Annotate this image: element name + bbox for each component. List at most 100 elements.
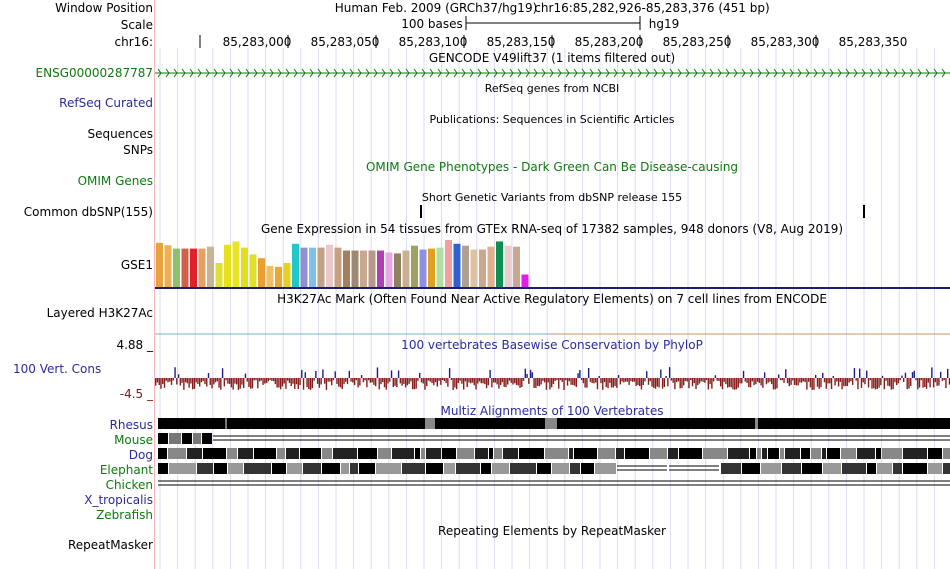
species-label-mouse[interactable]: Mouse	[114, 433, 153, 447]
alignment-block	[333, 448, 357, 459]
phylop-score-bar	[699, 378, 700, 384]
phylop-score-bar	[907, 378, 908, 389]
phylop-score-bar	[655, 378, 656, 389]
phylop-score-bar	[188, 378, 189, 388]
dbsnp-track-label[interactable]: Common dbSNP(155)	[24, 205, 153, 219]
h3k27ac-track-label[interactable]: Layered H3K27Ac	[47, 306, 153, 320]
phylop-score-bar	[657, 378, 658, 387]
phylop-score-bar	[217, 378, 218, 381]
phylop-score-bar	[850, 378, 851, 381]
alignment-block	[785, 448, 800, 459]
phylop-score-bar	[361, 375, 362, 378]
alignment-block	[193, 433, 201, 444]
alignment-block	[227, 448, 237, 459]
dbsnp-features[interactable]	[155, 205, 950, 219]
phylop-score-bar	[834, 378, 835, 385]
phylop-score-bar	[269, 378, 270, 380]
alignment-block	[300, 448, 321, 459]
phylop-score-bar	[500, 378, 501, 385]
phylop-score-bar	[426, 378, 427, 386]
alignment-block	[574, 448, 597, 459]
ruler-tick-label: 85,283,350	[839, 35, 908, 49]
phylop-score-bar	[775, 378, 776, 389]
phylop-score-bar	[516, 378, 517, 385]
phylop-score-bar	[792, 378, 793, 380]
phylop-score-bar	[312, 378, 313, 388]
alignment-block	[168, 448, 186, 459]
phylop-score-bar	[704, 378, 705, 383]
alignment-block	[569, 448, 573, 459]
phylop-score-bar	[166, 378, 167, 381]
species-label-elephant[interactable]: Elephant	[100, 463, 153, 477]
phylop-score-bar	[729, 378, 730, 387]
phylop-score-bar	[868, 378, 869, 388]
phylop-score-bar	[542, 378, 543, 381]
genome-browser-image[interactable]: Window Position Scale chr16: Human Feb. …	[0, 0, 950, 569]
omim-track-label[interactable]: OMIM Genes	[78, 174, 153, 188]
gencode-gene-label[interactable]: ENSG00000287787	[36, 66, 153, 80]
phylop-score-bar	[746, 378, 747, 383]
h3k27ac-signal[interactable]	[155, 330, 950, 338]
phylop-score-bar	[866, 371, 867, 378]
phylop-score-bar	[410, 378, 411, 381]
phylop-score-bar	[928, 378, 929, 383]
phylop-score-bar	[220, 378, 221, 390]
alignment-block	[376, 463, 401, 474]
gtex-track-label[interactable]: GSE1	[121, 258, 153, 272]
phylop-score-bar	[936, 378, 937, 386]
phylop-score-bar	[245, 374, 246, 378]
gtex-bar-graph[interactable]	[155, 237, 950, 289]
alignment-block	[225, 418, 227, 429]
phylop-score-bar	[833, 376, 834, 378]
refseq-track-label[interactable]: RefSeq Curated	[59, 96, 153, 110]
phylop-score-bar	[723, 378, 724, 382]
phylop-score-bar	[935, 378, 936, 382]
phylop-score-bar	[421, 378, 422, 382]
phylop-score-bar	[565, 378, 566, 380]
phylop-score-bar	[653, 378, 654, 388]
phylop-score-bar	[160, 378, 161, 389]
phylop-graph[interactable]	[155, 355, 950, 401]
phylop-score-bar	[646, 371, 647, 378]
phylop-score-bar	[201, 378, 202, 382]
phylop-score-bar	[247, 378, 248, 382]
phylop-score-bar	[266, 378, 267, 383]
phylop-score-bar	[943, 378, 944, 380]
publications-track-label[interactable]: Sequences	[88, 127, 153, 141]
phylop-score-bar	[859, 369, 860, 378]
phylop-score-bar	[854, 368, 855, 378]
species-label-rhesus[interactable]: Rhesus	[110, 418, 153, 432]
alignment-block	[322, 448, 332, 459]
phylop-score-bar	[521, 378, 522, 387]
alignment-block	[341, 463, 349, 474]
alignment-block	[287, 463, 302, 474]
alignment-block	[359, 463, 375, 474]
alignment-block	[668, 448, 678, 459]
phylop-score-bar	[352, 378, 353, 383]
phylop-score-bar	[753, 378, 754, 385]
phylop-score-bar	[831, 378, 832, 389]
phylop-score-bar	[569, 378, 570, 381]
phylop-score-bar	[882, 376, 883, 378]
phylop-score-bar	[232, 378, 233, 390]
alignment-block	[254, 448, 276, 459]
multiz-alignment-blocks[interactable]	[155, 418, 950, 490]
phylop-score-bar	[690, 378, 691, 380]
phylop-score-bar	[208, 373, 209, 378]
phylop-score-bar	[597, 378, 598, 389]
species-label-zebrafish[interactable]: Zebrafish	[96, 508, 153, 522]
phylop-score-bar	[449, 368, 450, 378]
phylop-score-bar	[259, 378, 260, 381]
phylop-score-bar	[412, 378, 413, 389]
phylop-score-bar	[947, 369, 948, 378]
species-label-x-tropicalis[interactable]: X_tropicalis	[84, 493, 153, 507]
repeatmasker-track-label[interactable]: RepeatMasker	[68, 538, 153, 552]
species-label-dog[interactable]: Dog	[129, 448, 153, 462]
alignment-block	[358, 448, 377, 459]
gencode-gene-feature[interactable]	[155, 66, 950, 80]
phylop-score-bar	[674, 378, 675, 389]
snps-track-label[interactable]: SNPs	[123, 143, 153, 157]
species-label-chicken[interactable]: Chicken	[106, 478, 153, 492]
phylop-track-label[interactable]: 100 Vert. Cons	[13, 362, 101, 376]
alignment-block	[187, 448, 202, 459]
